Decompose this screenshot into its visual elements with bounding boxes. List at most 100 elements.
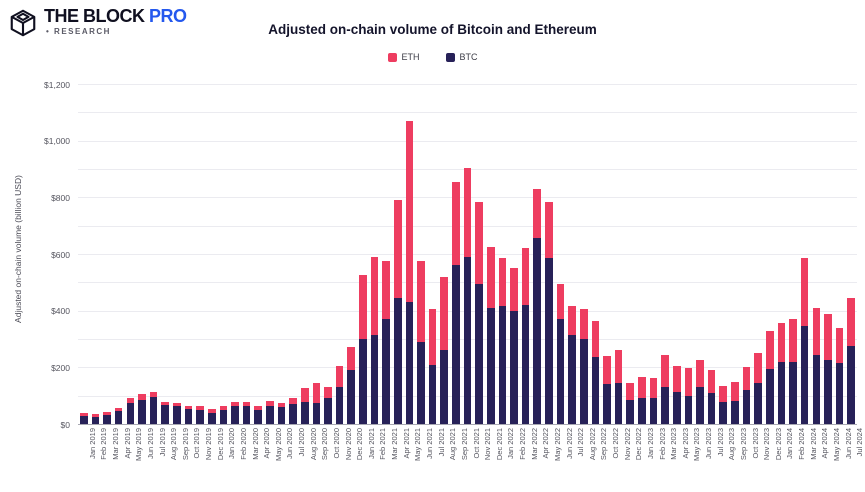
bar-segment-btc[interactable] (138, 399, 146, 424)
bar-segment-eth[interactable] (789, 319, 797, 362)
bar-segment-eth[interactable] (417, 261, 425, 342)
bar-segment-btc[interactable] (242, 406, 251, 424)
bar-segment-btc[interactable] (428, 364, 437, 424)
bar-segment-eth[interactable] (614, 350, 623, 383)
bar-segment-btc[interactable] (731, 400, 739, 424)
bar-segment-eth[interactable] (254, 406, 262, 411)
bar-segment-btc[interactable] (300, 402, 309, 424)
bar-segment-eth[interactable] (231, 402, 239, 407)
bar-segment-eth[interactable] (80, 412, 88, 416)
bar-segment-btc[interactable] (114, 410, 123, 424)
bar-segment-eth[interactable] (603, 356, 611, 385)
bar-segment-eth[interactable] (556, 283, 565, 320)
bar-segment-btc[interactable] (510, 310, 518, 424)
bar-segment-eth[interactable] (335, 366, 344, 387)
bar-segment-eth[interactable] (777, 323, 786, 363)
bar-segment-eth[interactable] (626, 382, 635, 400)
bar-segment-btc[interactable] (161, 405, 169, 424)
bar-segment-btc[interactable] (335, 386, 344, 424)
bar-segment-btc[interactable] (603, 384, 611, 424)
bar-segment-btc[interactable] (463, 256, 472, 424)
bar-segment-eth[interactable] (324, 386, 332, 398)
bar-segment-eth[interactable] (707, 370, 716, 393)
bar-segment-btc[interactable] (405, 302, 414, 424)
bar-segment-eth[interactable] (638, 377, 646, 398)
bar-segment-btc[interactable] (696, 387, 704, 424)
bar-segment-eth[interactable] (126, 397, 135, 404)
bar-segment-btc[interactable] (707, 392, 716, 424)
bar-segment-eth[interactable] (486, 246, 495, 308)
bar-segment-btc[interactable] (777, 362, 786, 424)
bar-segment-btc[interactable] (545, 258, 553, 424)
bar-segment-btc[interactable] (91, 416, 100, 424)
bar-segment-btc[interactable] (312, 403, 321, 424)
legend-item-btc[interactable]: BTC (445, 52, 478, 62)
bar-segment-eth[interactable] (428, 309, 437, 365)
legend-item-eth[interactable]: ETH (387, 52, 420, 62)
bar-segment-btc[interactable] (719, 401, 728, 424)
bar-segment-eth[interactable] (242, 402, 251, 407)
bar-segment-btc[interactable] (196, 409, 204, 424)
bar-segment-eth[interactable] (196, 406, 204, 410)
bar-segment-btc[interactable] (486, 307, 495, 424)
bar-segment-eth[interactable] (521, 248, 530, 305)
bar-segment-eth[interactable] (765, 330, 774, 369)
bar-segment-eth[interactable] (114, 407, 123, 411)
bar-segment-eth[interactable] (742, 367, 751, 390)
bar-segment-eth[interactable] (173, 403, 181, 407)
bar-segment-eth[interactable] (312, 382, 321, 404)
bar-segment-btc[interactable] (661, 387, 669, 424)
bar-segment-btc[interactable] (173, 406, 181, 424)
bar-segment-eth[interactable] (475, 201, 483, 284)
bar-segment-btc[interactable] (103, 415, 111, 424)
bar-segment-eth[interactable] (672, 365, 681, 392)
bar-segment-eth[interactable] (835, 327, 844, 364)
bar-segment-btc[interactable] (254, 410, 262, 424)
bar-segment-eth[interactable] (440, 276, 449, 351)
bar-segment-eth[interactable] (684, 368, 693, 396)
bar-segment-eth[interactable] (266, 401, 274, 407)
bar-segment-btc[interactable] (591, 357, 600, 424)
bar-segment-eth[interactable] (277, 403, 286, 408)
bar-segment-eth[interactable] (219, 406, 228, 410)
bar-segment-btc[interactable] (498, 306, 507, 424)
bar-segment-btc[interactable] (800, 326, 809, 424)
bar-segment-eth[interactable] (91, 414, 100, 417)
bar-segment-eth[interactable] (510, 268, 518, 311)
bar-segment-eth[interactable] (545, 201, 553, 259)
bar-segment-eth[interactable] (568, 306, 576, 335)
bar-segment-btc[interactable] (324, 397, 332, 424)
bar-segment-eth[interactable] (103, 412, 111, 416)
bar-segment-eth[interactable] (207, 409, 216, 413)
bar-segment-btc[interactable] (277, 407, 286, 424)
bar-segment-btc[interactable] (614, 382, 623, 424)
bar-segment-btc[interactable] (638, 397, 646, 424)
bar-segment-eth[interactable] (824, 313, 832, 361)
bar-segment-btc[interactable] (149, 397, 158, 424)
bar-segment-btc[interactable] (835, 363, 844, 424)
bar-segment-btc[interactable] (475, 283, 483, 424)
bar-segment-btc[interactable] (742, 390, 751, 424)
bar-segment-eth[interactable] (847, 297, 855, 347)
bar-segment-btc[interactable] (289, 404, 297, 424)
bar-segment-eth[interactable] (393, 200, 402, 298)
the-block-pro-logo[interactable]: THE BLOCK PRO • RESEARCH (8, 7, 187, 38)
bar-segment-eth[interactable] (184, 406, 193, 410)
bar-segment-eth[interactable] (649, 378, 658, 398)
bar-segment-btc[interactable] (359, 339, 367, 424)
bar-segment-eth[interactable] (533, 188, 542, 239)
bar-segment-btc[interactable] (80, 415, 88, 424)
bar-segment-btc[interactable] (219, 409, 228, 424)
bar-segment-btc[interactable] (684, 395, 693, 424)
bar-segment-eth[interactable] (161, 401, 169, 406)
bar-segment-btc[interactable] (765, 368, 774, 424)
bar-segment-btc[interactable] (231, 406, 239, 424)
bar-segment-btc[interactable] (579, 339, 588, 424)
bar-segment-eth[interactable] (719, 385, 728, 402)
bar-segment-eth[interactable] (370, 256, 379, 335)
bar-segment-btc[interactable] (556, 319, 565, 424)
bar-segment-eth[interactable] (347, 346, 356, 371)
bar-segment-btc[interactable] (649, 397, 658, 424)
bar-segment-eth[interactable] (452, 181, 460, 266)
bar-segment-eth[interactable] (696, 360, 704, 388)
